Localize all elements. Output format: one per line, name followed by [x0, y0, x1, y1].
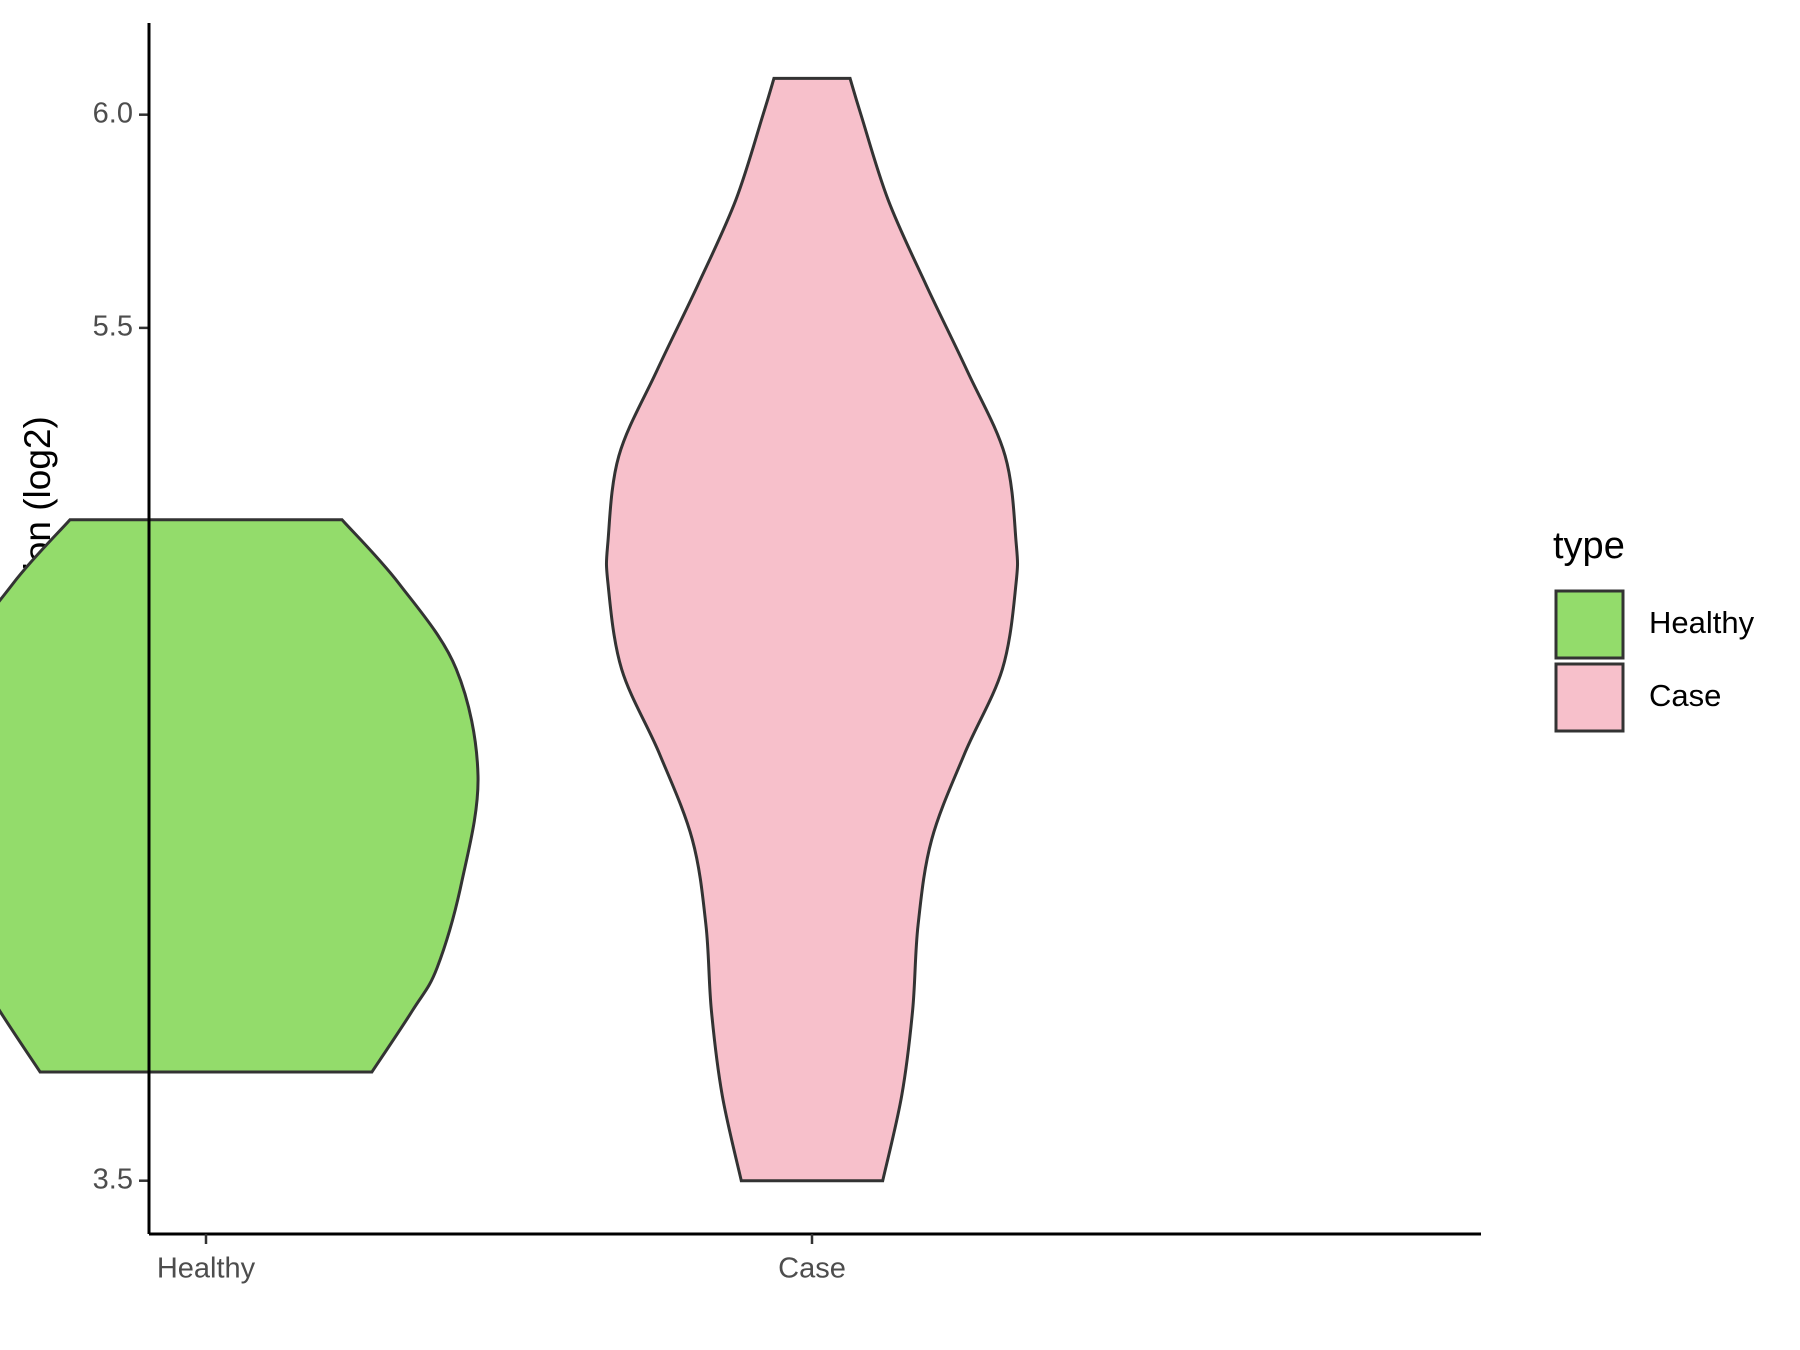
legend-key [1554, 662, 1625, 733]
legend-label: Case [1649, 678, 1721, 713]
x-tick-label: Healthy [157, 1253, 256, 1285]
y-tick-label: 5.5 [93, 311, 133, 343]
violin [604, 76, 1020, 1183]
y-tick-label: 3.5 [93, 1163, 133, 1195]
legend-key [1554, 589, 1625, 660]
x-tick-label: Case [778, 1253, 846, 1285]
legend-title: type [1553, 525, 1625, 567]
legend-label: Healthy [1649, 605, 1755, 640]
y-tick-label: 6.0 [93, 97, 133, 129]
violin [0, 518, 480, 1074]
